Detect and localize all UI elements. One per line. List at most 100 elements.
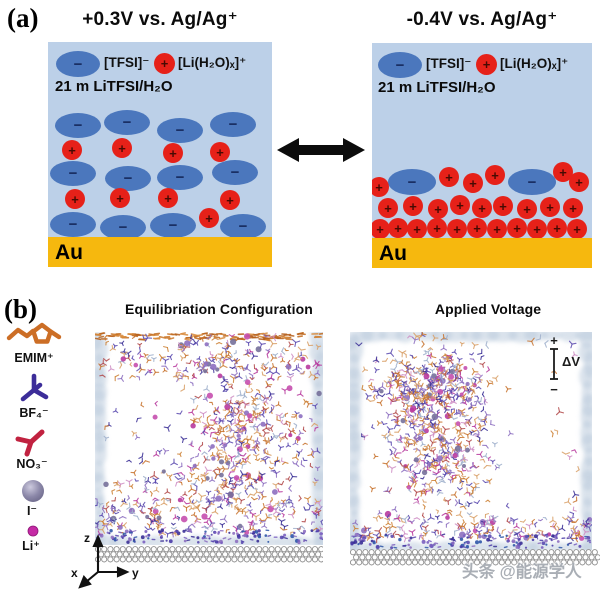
lithium-label: Li⁺ [22,539,40,553]
graphene-electrode-left [95,546,323,563]
tfsi-anion: − [50,160,96,186]
gold-electrode-label: Au [379,242,407,265]
iodide-ion-icon [22,480,44,502]
bf4-label: BF₄⁻ [19,406,49,420]
li-cation: + [485,165,505,185]
li-cation: + [569,172,589,192]
li-cation: + [112,138,132,158]
legend-cation-icon: + [476,54,497,75]
simulation-snapshot-applied-voltage [350,332,592,550]
double-arrow-icon [277,138,365,162]
no3-label: NO₃⁻ [16,457,48,471]
li-cation: + [220,190,240,210]
graphene-electrode-right [350,549,600,566]
electrolyte-box-negative: − [TFSI]⁻ + [Li(H₂O)ₓ]⁺ 21 m LiTFSI/H₂O … [372,43,592,268]
simulation-snapshot-equilibration [95,332,323,545]
electrolyte-label: 21 m LiTFSI/H₂O [378,79,496,96]
legend-anion-label: [TFSI]⁻ [104,55,150,70]
li-cation: + [567,219,587,239]
li-cation: + [547,218,567,238]
legend-cation-label: [Li(H₂O)ₓ]⁺ [178,55,247,70]
li-cation: + [563,198,583,218]
legend-cation-icon: + [154,53,175,74]
li-cation: + [447,219,467,239]
li-cation: + [467,218,487,238]
bf4-molecule-icon [20,373,49,402]
gold-electrode: Au [48,237,272,267]
watermark-text: 头条 @能源学人 [462,563,582,581]
tfsi-anion: − [157,117,203,143]
gold-electrode-label: Au [55,241,83,264]
gold-electrode: Au [372,238,592,268]
tfsi-anion: − [100,214,146,240]
legend-cation-label: [Li(H₂O)ₓ]⁺ [500,56,569,71]
tfsi-anion: − [55,112,101,138]
li-cation: + [517,199,537,219]
emim-molecule-icon [6,322,62,344]
tfsi-anion: − [220,213,266,239]
electrolyte-box-positive: − [TFSI]⁻ + [Li(H₂O)ₓ]⁺ 21 m LiTFSI/H₂O … [48,42,272,267]
lithium-ion-icon [27,525,39,537]
panel-a-right-title: -0.4V vs. Ag/Ag⁺ [406,9,558,30]
voltage-minus-sign: − [550,382,558,397]
li-cation: + [210,142,230,162]
li-cation: + [527,219,547,239]
li-cation: + [427,218,447,238]
tfsi-anion: − [157,164,203,190]
li-cation: + [540,197,560,217]
coordinate-axes-icon: z y x [71,531,139,589]
li-cation: + [163,143,183,163]
iodide-label: I⁻ [26,504,38,518]
li-cation: + [378,198,398,218]
li-cation: + [407,219,427,239]
emim-label: EMIM⁺ [14,351,54,365]
li-cation: + [493,196,513,216]
voltage-delta-label: ΔV [562,354,581,369]
li-cation: + [388,218,408,238]
tfsi-anion: − [508,169,556,195]
tfsi-anion: − [104,109,150,135]
cation-plus-symbol: + [482,57,491,72]
li-cation: + [472,198,492,218]
md-snapshot-right [350,332,592,550]
no3-molecule-icon [15,429,45,457]
cation-plus-symbol: + [160,56,169,71]
tfsi-anion: − [150,212,196,238]
voltage-axis-icon [550,348,558,380]
li-cation: + [65,189,85,209]
li-cation: + [507,218,527,238]
legend-anion-label: [TFSI]⁻ [426,56,472,71]
md-snapshot-left [95,332,323,545]
panel-b-left-title: Equilibriation Configuration [125,301,313,317]
panel-a-label: (a) [7,3,39,33]
axis-x-label: x [71,566,78,580]
tfsi-anion: − [210,111,256,137]
axis-y-label: y [132,566,139,580]
li-cation: + [428,199,448,219]
legend-anion-icon: − [56,51,100,77]
li-cation: + [62,140,82,160]
li-cation: + [158,188,178,208]
electrolyte-label: 21 m LiTFSI/H₂O [55,78,173,95]
tfsi-anion: − [212,159,258,185]
axis-z-label: z [84,531,90,545]
li-cation: + [487,219,507,239]
voltage-plus-sign: + [550,333,558,348]
panel-b-right-title: Applied Voltage [434,301,542,317]
li-cation: + [439,167,459,187]
li-cation: + [553,162,573,182]
tfsi-anion: − [50,211,96,237]
panel-a-left-title: +0.3V vs. Ag/Ag⁺ [82,9,238,30]
panel-b-label: (b) [4,294,37,324]
li-cation: + [372,177,389,197]
li-cation: + [199,208,219,228]
anion-minus-symbol: − [395,56,405,74]
li-cation: + [110,188,130,208]
tfsi-anion: − [105,165,151,191]
li-cation: + [450,195,470,215]
li-cation: + [463,173,483,193]
anion-minus-symbol: − [73,55,83,73]
tfsi-anion: − [388,169,436,195]
legend-anion-icon: − [378,52,422,78]
